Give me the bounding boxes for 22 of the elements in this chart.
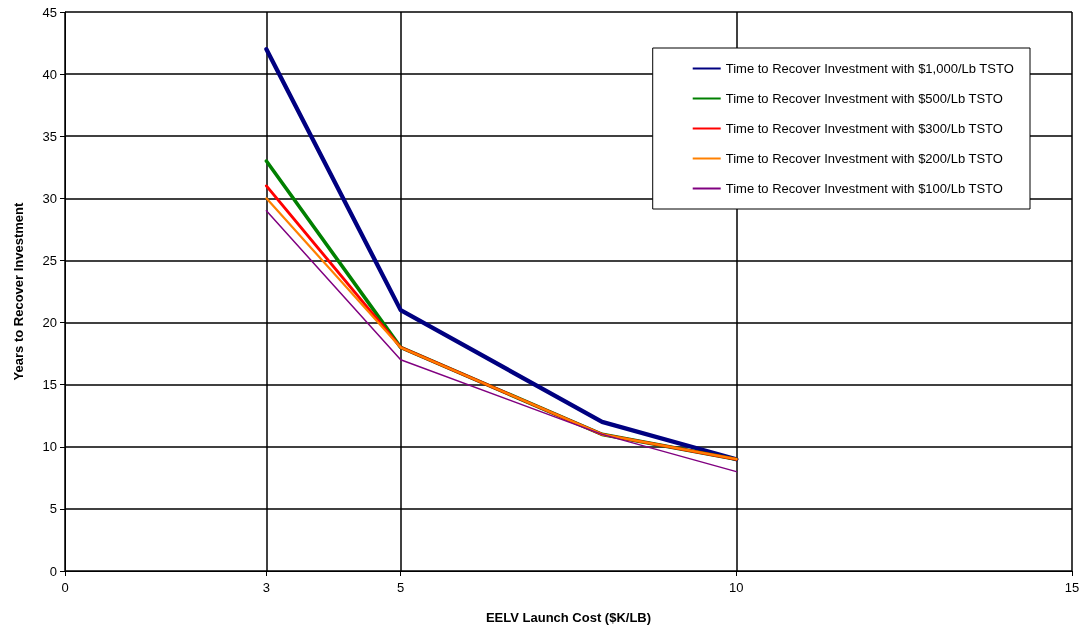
y-tick-label: 45 (42, 4, 57, 20)
y-tick-label: 35 (42, 128, 57, 144)
x-tick-label: 3 (262, 580, 271, 595)
legend-label: Time to Recover Investment with $1,000/Lb TSTO (725, 61, 1014, 76)
y-tick-label: 15 (42, 377, 57, 393)
y-tick-label: 5 (49, 501, 57, 517)
y-axis-title: Years to Recover Investment (11, 201, 26, 381)
legend-label: Time to Recover Investment with $500/Lb TSTO (725, 91, 1003, 106)
y-tick-label: 10 (42, 439, 57, 455)
y-tick-label: 0 (49, 563, 57, 579)
y-tick-label: 40 (42, 66, 57, 82)
x-tick-label: 5 (397, 580, 405, 595)
x-tick-label: 15 (1064, 580, 1080, 595)
legend-label: Time to Recover Investment with $100/Lb TSTO (725, 181, 1003, 196)
x-axis-title: EELV Launch Cost ($K/LB) (485, 610, 652, 625)
x-tick-label: 10 (729, 580, 744, 595)
y-tick-label: 20 (42, 315, 57, 331)
y-tick-label: 30 (42, 190, 57, 206)
y-tick-label: 25 (42, 252, 57, 268)
legend-label: Time to Recover Investment with $300/Lb TSTO (725, 121, 1003, 136)
legend-label: Time to Recover Investment with $200/Lb TSTO (725, 151, 1003, 166)
x-tick-label: 0 (61, 580, 69, 595)
